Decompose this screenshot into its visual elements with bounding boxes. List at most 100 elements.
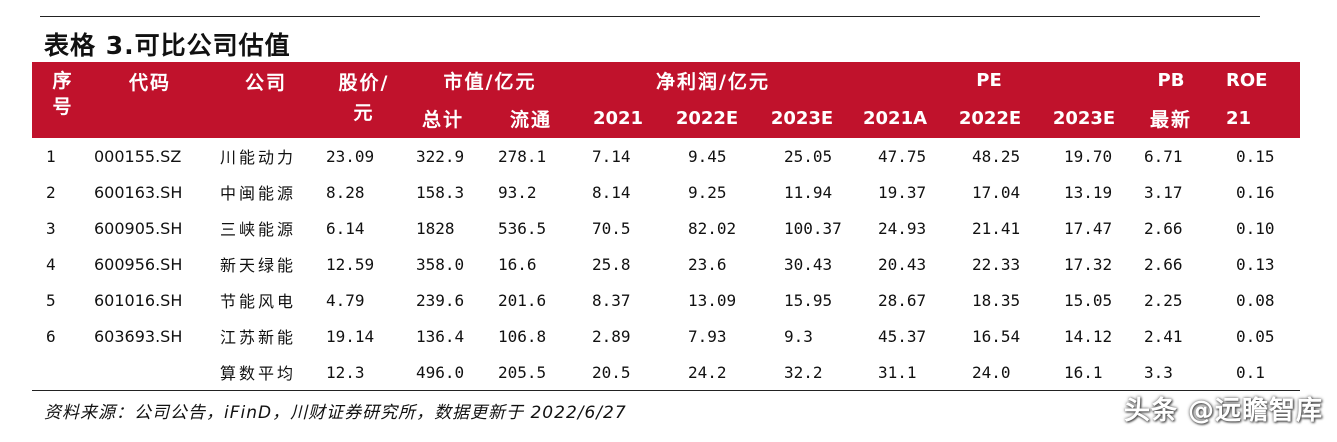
cell-seq: 6 (46, 326, 56, 346)
avg-roe: 0.1 (1212, 354, 1301, 391)
cell-pb: 2.66 (1144, 218, 1183, 238)
cell-cap-float: 536.5 (498, 218, 547, 238)
cell-roe: 0.15 (1236, 146, 1275, 166)
cell-np-2022: 13.09 (688, 290, 737, 310)
header-pb-latest: 最新 (1130, 98, 1213, 138)
cell-code: 600905.SH (94, 218, 183, 238)
avg-cap-float: 205.5 (484, 354, 579, 391)
cell-seq: 5 (46, 290, 56, 310)
cell-pb: 6.71 (1144, 146, 1183, 166)
cell-roe: 0.05 (1236, 326, 1275, 346)
cell-roe: 0.10 (1236, 218, 1275, 238)
top-rule (40, 16, 1260, 17)
header-roe-year: 21 (1212, 98, 1301, 138)
valuation-table: 序 号 代码 公司 股价/ 元 市值/亿元 净利润/亿元 PE PB ROE 总… (32, 62, 1301, 391)
cell-company: 新天绿能 (220, 256, 297, 275)
watermark: 头条 @远瞻智库 (1123, 396, 1323, 426)
cell-code: 601016.SH (94, 290, 183, 310)
cell-cap-total: 158.3 (416, 182, 465, 202)
header-net-profit: 净利润/亿元 (578, 62, 849, 98)
cell-np-2021: 70.5 (592, 218, 631, 238)
header-code: 代码 (94, 62, 206, 138)
header-market-cap: 市值/亿元 (402, 62, 579, 98)
header-pb: PB (1130, 62, 1213, 98)
cell-seq: 4 (46, 254, 56, 274)
cell-seq: 2 (46, 182, 56, 202)
cell-price: 6.14 (326, 218, 365, 238)
cell-pe-2022: 17.04 (972, 182, 1021, 202)
header-pe-2021a: 2021A (848, 98, 943, 138)
cell-company: 川能动力 (220, 148, 297, 167)
avg-price: 12.3 (326, 354, 402, 391)
header-cap-float: 流通 (484, 98, 579, 138)
header-np-2022e: 2022E (658, 98, 757, 138)
header-seq-line1: 序 (52, 70, 74, 92)
cell-code: 603693.SH (94, 326, 183, 346)
cell-seq: 1 (46, 146, 56, 166)
cell-pe-2022: 48.25 (972, 146, 1021, 166)
cell-pb: 2.66 (1144, 254, 1183, 274)
header-pe-2022e: 2022E (942, 98, 1039, 138)
cell-seq: 3 (46, 218, 56, 238)
avg-cap-total: 496.0 (402, 354, 484, 391)
cell-code: 600163.SH (94, 182, 183, 202)
header-pe: PE (848, 62, 1131, 98)
avg-pb: 3.3 (1130, 354, 1213, 391)
cell-code: 600956.SH (94, 254, 183, 274)
cell-pe-2023: 17.32 (1064, 254, 1113, 274)
cell-pe-2023: 17.47 (1064, 218, 1113, 238)
header-np-2023e: 2023E (756, 98, 849, 138)
cell-np-2023: 100.37 (784, 218, 842, 238)
avg-np-2023: 32.2 (756, 354, 849, 391)
cell-np-2022: 9.25 (688, 182, 727, 202)
cell-pe-2021: 47.75 (878, 146, 927, 166)
header-price-line2: 元 (353, 102, 375, 124)
cell-np-2021: 8.37 (592, 290, 631, 310)
cell-roe: 0.16 (1236, 182, 1275, 202)
cell-cap-total: 322.9 (416, 146, 465, 166)
cell-company: 三峡能源 (220, 220, 297, 239)
cell-cap-total: 136.4 (416, 326, 465, 346)
cell-company: 节能风电 (220, 292, 297, 311)
cell-pb: 3.17 (1144, 182, 1183, 202)
cell-price: 12.59 (326, 254, 375, 274)
cell-pb: 2.25 (1144, 290, 1183, 310)
table-row: 5 601016.SH 节能风电 4.79 239.6 201.6 8.37 1… (32, 282, 1300, 318)
cell-roe: 0.13 (1236, 254, 1275, 274)
cell-np-2023: 30.43 (784, 254, 833, 274)
cell-np-2023: 15.95 (784, 290, 833, 310)
cell-company: 江苏新能 (220, 328, 297, 347)
header-company-label: 公司 (244, 72, 287, 94)
cell-cap-total: 358.0 (416, 254, 465, 274)
cell-pe-2021: 20.43 (878, 254, 927, 274)
cell-cap-float: 278.1 (498, 146, 547, 166)
cell-cap-float: 201.6 (498, 290, 547, 310)
table-row: 6 603693.SH 江苏新能 19.14 136.4 106.8 2.89 … (32, 318, 1300, 354)
cell-pe-2023: 14.12 (1064, 326, 1113, 346)
table-row: 1 000155.SZ 川能动力 23.09 322.9 278.1 7.14 … (32, 138, 1300, 174)
cell-pe-2023: 15.05 (1064, 290, 1113, 310)
cell-pe-2021: 24.93 (878, 218, 927, 238)
cell-np-2022: 82.02 (688, 218, 737, 238)
cell-pe-2022: 16.54 (972, 326, 1021, 346)
cell-np-2022: 7.93 (688, 326, 727, 346)
avg-pe-2022: 24.0 (942, 354, 1039, 391)
cell-np-2021: 2.89 (592, 326, 631, 346)
average-row: 算数平均 12.3 496.0 205.5 20.5 24.2 32.2 31.… (32, 354, 1301, 391)
source-note: 资料来源：公司公告，iFinD，川财证券研究所，数据更新于 2022/6/27 (44, 403, 627, 423)
table-row: 4 600956.SH 新天绿能 12.59 358.0 16.6 25.8 2… (32, 246, 1300, 282)
avg-pe-2023: 16.1 (1038, 354, 1131, 391)
header-np-2021: 2021 (578, 98, 659, 138)
cell-cap-total: 1828 (416, 218, 455, 238)
cell-np-2023: 25.05 (784, 146, 833, 166)
header-cap-total: 总计 (402, 98, 484, 138)
header-pe-2023e: 2023E (1038, 98, 1131, 138)
cell-company: 中闽能源 (220, 184, 297, 203)
cell-cap-float: 93.2 (498, 182, 537, 202)
cell-pb: 2.41 (1144, 326, 1183, 346)
cell-empty (32, 354, 94, 391)
average-label: 算数平均 (206, 354, 326, 391)
cell-np-2021: 7.14 (592, 146, 631, 166)
cell-pe-2023: 19.70 (1064, 146, 1113, 166)
header-seq-line2: 号 (52, 96, 74, 118)
